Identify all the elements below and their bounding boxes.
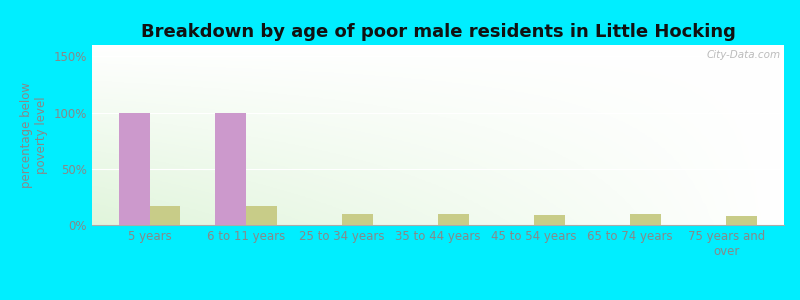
Bar	[342, 214, 373, 225]
Title: Breakdown by age of poor male residents in Little Hocking: Breakdown by age of poor male residents …	[141, 23, 735, 41]
Bar	[726, 216, 757, 225]
Bar	[119, 112, 150, 225]
Bar	[246, 206, 277, 225]
Bar	[150, 206, 181, 225]
Bar	[438, 214, 469, 225]
Text: City-Data.com: City-Data.com	[706, 50, 781, 60]
Bar	[534, 215, 565, 225]
Bar	[630, 214, 661, 225]
Y-axis label: percentage below
poverty level: percentage below poverty level	[20, 82, 48, 188]
Bar	[215, 112, 246, 225]
